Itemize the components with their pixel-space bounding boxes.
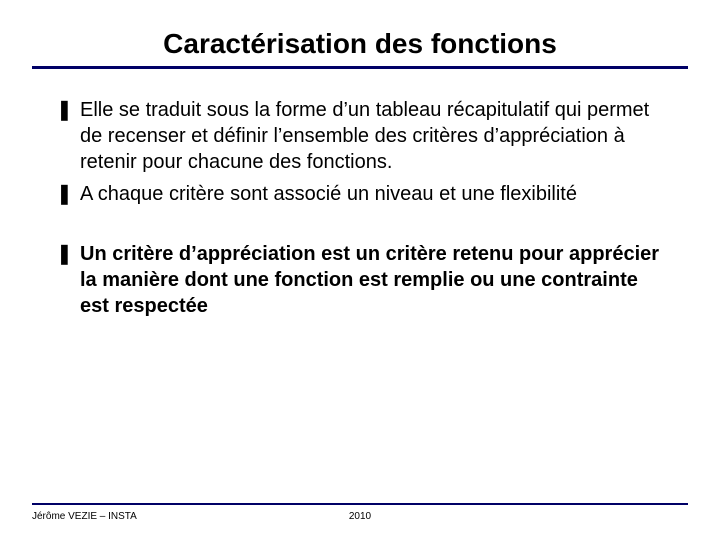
bullet-item: ❚ Un critère d’appréciation est un critè… [56, 241, 664, 319]
bullet-text: A chaque critère sont associé un niveau … [80, 181, 664, 207]
footer-author: Jérôme VEZIE – INSTA [32, 511, 251, 522]
bullet-marker-icon: ❚ [56, 97, 80, 123]
slide: Caractérisation des fonctions ❚ Elle se … [0, 0, 720, 540]
bullet-marker-icon: ❚ [56, 241, 80, 267]
footer-year: 2010 [251, 511, 470, 522]
slide-title: Caractérisation des fonctions [0, 0, 720, 66]
bullet-marker-icon: ❚ [56, 181, 80, 207]
footer-rule [32, 503, 688, 505]
slide-footer: Jérôme VEZIE – INSTA 2010 [0, 503, 720, 522]
slide-body: ❚ Elle se traduit sous la forme d’un tab… [0, 69, 720, 319]
bullet-item: ❚ A chaque critère sont associé un nivea… [56, 181, 664, 207]
bullet-gap [56, 213, 664, 241]
bullet-item: ❚ Elle se traduit sous la forme d’un tab… [56, 97, 664, 175]
footer-row: Jérôme VEZIE – INSTA 2010 [0, 511, 720, 522]
bullet-text: Un critère d’appréciation est un critère… [80, 241, 664, 319]
bullet-text: Elle se traduit sous la forme d’un table… [80, 97, 664, 175]
